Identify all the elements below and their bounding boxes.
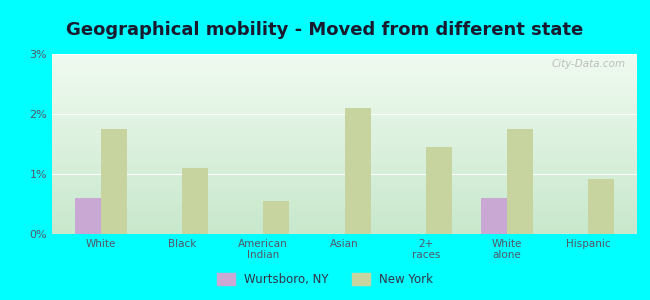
- Bar: [101, 129, 127, 234]
- Text: City-Data.com: City-Data.com: [551, 59, 625, 69]
- Bar: [426, 147, 452, 234]
- Bar: [75, 198, 101, 234]
- Text: Geographical mobility - Moved from different state: Geographical mobility - Moved from diffe…: [66, 21, 584, 39]
- Legend: Wurtsboro, NY, New York: Wurtsboro, NY, New York: [212, 268, 438, 291]
- Bar: [263, 201, 289, 234]
- Bar: [588, 179, 614, 234]
- Bar: [344, 108, 370, 234]
- Bar: [182, 168, 208, 234]
- Bar: [481, 198, 507, 234]
- Bar: [507, 129, 533, 234]
